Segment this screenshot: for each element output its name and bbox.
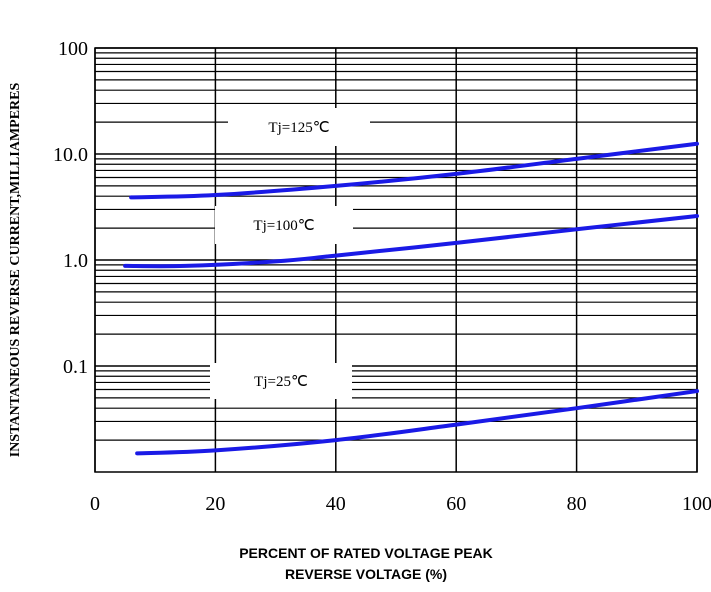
series-line-0 <box>129 141 699 200</box>
x-tick-label: 40 <box>326 493 346 515</box>
curve-label-box <box>210 363 352 399</box>
curve-labels: Tj=125℃ Tj=100℃ Tj=25℃ <box>210 108 370 399</box>
curve-label: Tj=125℃ <box>268 120 329 136</box>
y-tick-label: 1.0 <box>63 250 88 272</box>
series-line-1 <box>123 214 699 269</box>
x-tick-label: 80 <box>567 493 587 515</box>
curves <box>123 141 699 456</box>
x-tick-label: 60 <box>446 493 466 515</box>
plot-frame <box>94 47 698 473</box>
y-tick-label: 100 <box>58 38 88 60</box>
y-tick-label: 0.1 <box>63 356 88 378</box>
y-tick-labels: 0.1 1.0 10.0 100 <box>53 38 88 378</box>
curve-label: Tj=100℃ <box>253 218 314 234</box>
x-axis-title-line-2: REVERSE VOLTAGE (%) <box>285 566 447 582</box>
y-axis-title: INSTANTANEOUS REVERSE CURRENT,MILLIAMPER… <box>8 83 23 458</box>
x-axis-title-line-1: PERCENT OF RATED VOLTAGE PEAK <box>239 545 493 561</box>
x-tick-label: 20 <box>205 493 225 515</box>
series-line-2 <box>135 389 699 456</box>
curve-label: Tj=25℃ <box>254 374 308 390</box>
curve-label-box <box>228 108 370 146</box>
x-tick-label: 0 <box>90 493 100 515</box>
curve-label-box <box>215 206 353 244</box>
x-tick-labels: 0 20 40 60 80 100 <box>90 493 711 515</box>
x-tick-label: 100 <box>682 493 711 515</box>
y-tick-label: 10.0 <box>53 144 88 166</box>
grid-minor-lines <box>95 52 697 441</box>
